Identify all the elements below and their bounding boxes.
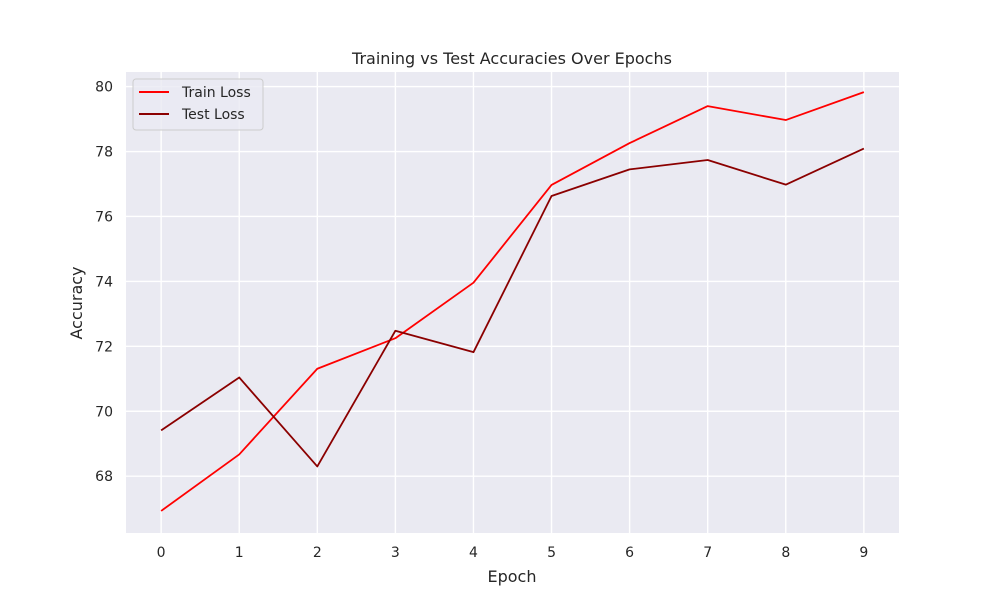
x-tick-label: 6 — [625, 545, 634, 561]
legend: Train Loss Test Loss — [132, 78, 264, 131]
plot-background — [126, 72, 899, 533]
y-tick-label: 68 — [95, 469, 113, 485]
y-tick-label: 78 — [95, 145, 113, 161]
x-tick-label: 0 — [157, 545, 166, 561]
series-layer — [160, 91, 865, 512]
y-tick-label: 72 — [95, 339, 113, 355]
y-tick-label: 74 — [95, 274, 113, 290]
x-axis-label: Epoch — [488, 567, 537, 586]
x-tick-label: 8 — [781, 545, 790, 561]
x-tick-label: 5 — [547, 545, 556, 561]
legend-label-test: Test Loss — [181, 107, 245, 123]
series-line-train — [160, 91, 865, 512]
x-tick-label: 3 — [391, 545, 400, 561]
x-tick-label: 7 — [703, 545, 712, 561]
y-axis-label: Accuracy — [67, 266, 86, 339]
x-tick-label: 2 — [313, 545, 322, 561]
x-axis-ticks: 0 1 2 3 4 5 6 7 8 9 — [157, 545, 869, 561]
chart-title: Training vs Test Accuracies Over Epochs — [351, 49, 672, 68]
y-tick-label: 80 — [95, 80, 113, 96]
x-tick-label: 9 — [859, 545, 868, 561]
x-tick-label: 4 — [469, 545, 478, 561]
y-axis-ticks: 68 70 72 74 76 78 80 — [95, 80, 113, 486]
series-line-test — [160, 147, 865, 468]
legend-label-train: Train Loss — [181, 85, 251, 101]
y-tick-label: 76 — [95, 209, 113, 225]
x-tick-label: 1 — [235, 545, 244, 561]
grid — [126, 72, 899, 533]
y-tick-label: 70 — [95, 404, 113, 420]
